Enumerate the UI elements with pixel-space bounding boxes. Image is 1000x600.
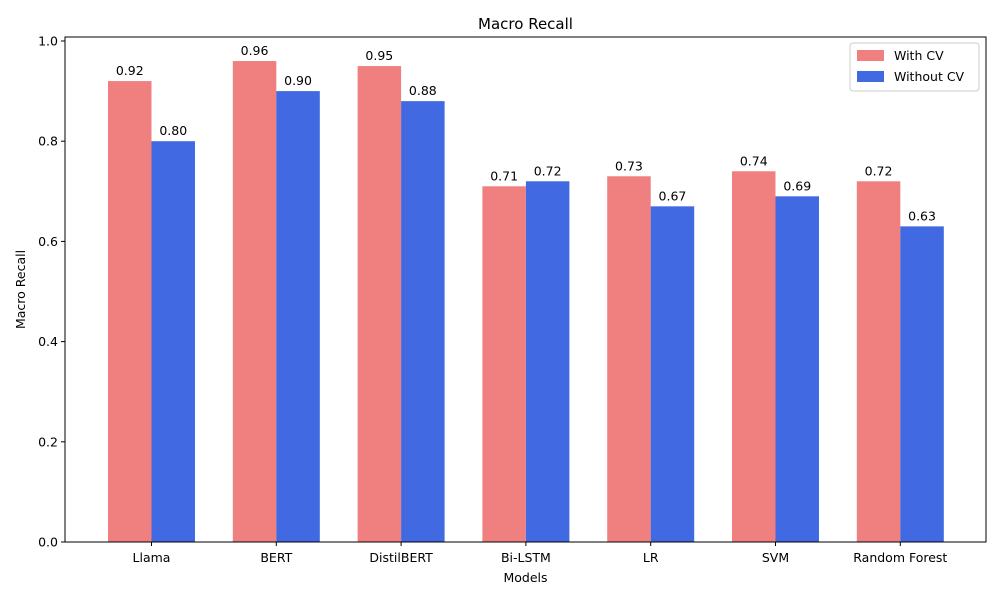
bar-bi-lstm-without-cv xyxy=(525,181,570,543)
legend-label-with-cv: With CV xyxy=(894,48,944,63)
bar-random-forest-without-cv xyxy=(900,226,944,542)
x-tick-label-llama: Llama xyxy=(133,550,171,565)
data-label-svm-without-cv: 0.69 xyxy=(783,178,811,193)
x-tick-label-distilbert: DistilBERT xyxy=(369,550,433,565)
data-label-llama-with-cv: 0.92 xyxy=(116,63,144,78)
y-tick-label: 0.8 xyxy=(38,134,58,149)
bar-llama-without-cv xyxy=(151,141,195,542)
data-label-distilbert-without-cv: 0.88 xyxy=(409,83,437,98)
data-label-lr-without-cv: 0.67 xyxy=(659,188,687,203)
bar-svm-without-cv xyxy=(775,196,819,542)
y-axis-label: Macro Recall xyxy=(13,250,28,329)
bar-bi-lstm-with-cv xyxy=(482,186,526,542)
data-label-bert-without-cv: 0.90 xyxy=(284,73,312,88)
data-label-bi-lstm-with-cv: 0.71 xyxy=(490,168,518,183)
x-tick-label-random-forest: Random Forest xyxy=(853,550,947,565)
data-label-llama-without-cv: 0.80 xyxy=(159,123,187,138)
x-tick-label-bi-lstm: Bi-LSTM xyxy=(501,550,551,565)
x-axis: Llama BERT DistilBERT Bi-LSTM LR SVM Random Fo… xyxy=(133,542,947,565)
bar-lr-without-cv xyxy=(650,206,695,542)
legend-swatch-without-cv xyxy=(857,71,884,82)
data-labels-layer: 0.92 0.80 0.96 0.90 0.95 0.88 0.71 0.72 0.73 0.67… xyxy=(116,43,936,223)
x-tick-label-bert: BERT xyxy=(260,550,292,565)
data-label-random-forest-with-cv: 0.72 xyxy=(865,163,893,178)
data-label-lr-with-cv: 0.73 xyxy=(615,158,643,173)
bar-svm-with-cv xyxy=(732,171,776,542)
x-axis-label: Models xyxy=(503,570,547,585)
bar-llama-with-cv xyxy=(108,81,152,542)
bar-bert-without-cv xyxy=(276,91,320,542)
data-label-bert-with-cv: 0.96 xyxy=(241,43,269,58)
y-tick-label: 0.4 xyxy=(38,334,58,349)
x-tick-label-svm: SVM xyxy=(762,550,789,565)
bar-distilbert-with-cv xyxy=(357,66,402,542)
data-label-random-forest-without-cv: 0.63 xyxy=(908,208,936,223)
data-label-distilbert-with-cv: 0.95 xyxy=(365,48,393,63)
bar-random-forest-with-cv xyxy=(856,181,901,543)
bars-layer xyxy=(108,61,944,543)
chart-title: Macro Recall xyxy=(478,15,573,33)
y-axis: 0.0 0.2 0.4 0.6 0.8 1.0 xyxy=(38,34,65,550)
data-label-bi-lstm-without-cv: 0.72 xyxy=(534,163,562,178)
x-tick-label-lr: LR xyxy=(643,550,659,565)
y-tick-label: 0.6 xyxy=(38,234,58,249)
bar-bert-with-cv xyxy=(232,61,277,543)
bar-lr-with-cv xyxy=(607,176,651,542)
bar-distilbert-without-cv xyxy=(401,101,445,542)
legend: With CV Without CV xyxy=(849,42,980,92)
legend-label-without-cv: Without CV xyxy=(894,69,965,84)
y-tick-label: 1.0 xyxy=(38,34,58,49)
data-label-svm-with-cv: 0.74 xyxy=(740,153,768,168)
plot-frame xyxy=(64,36,987,543)
y-tick-label: 0.0 xyxy=(38,535,58,550)
y-tick-label: 0.2 xyxy=(38,434,58,449)
legend-swatch-with-cv xyxy=(857,50,884,61)
